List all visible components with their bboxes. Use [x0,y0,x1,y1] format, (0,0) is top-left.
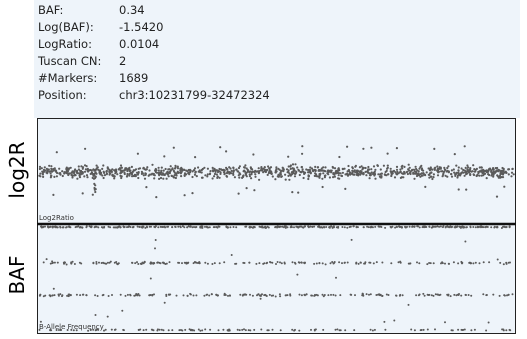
info-label: Position: [38,88,87,102]
info-value: 0.34 [119,3,145,17]
track-plot-svg: Log2Ratio B-Allele Frequency [37,118,516,334]
track-plot-area[interactable]: Log2Ratio B-Allele Frequency [37,118,516,334]
info-value: 0.0104 [119,37,160,51]
info-label: Log(BAF): [38,20,94,34]
baf-track-label: BAF [5,255,29,295]
log2ratio-caption: Log2Ratio [39,214,74,222]
baf-caption: B-Allele Frequency [39,323,104,331]
plot-frame [37,118,516,334]
info-label: BAF: [38,3,64,17]
baf-scatter [38,225,514,332]
info-label: LogRatio: [38,37,92,51]
info-value: chr3:10231799-32472324 [119,88,270,102]
info-label: Tuscan CN: [38,54,102,68]
info-value: -1.5420 [119,20,164,34]
info-value: 2 [119,54,127,68]
info-label: #Markers: [38,71,98,85]
log2r-track-label: log2R [5,141,29,199]
marker-info-panel: BAF: 0.34 Log(BAF): -1.5420 LogRatio: 0.… [34,0,520,118]
log2r-scatter [38,145,515,199]
info-value: 1689 [119,71,149,85]
